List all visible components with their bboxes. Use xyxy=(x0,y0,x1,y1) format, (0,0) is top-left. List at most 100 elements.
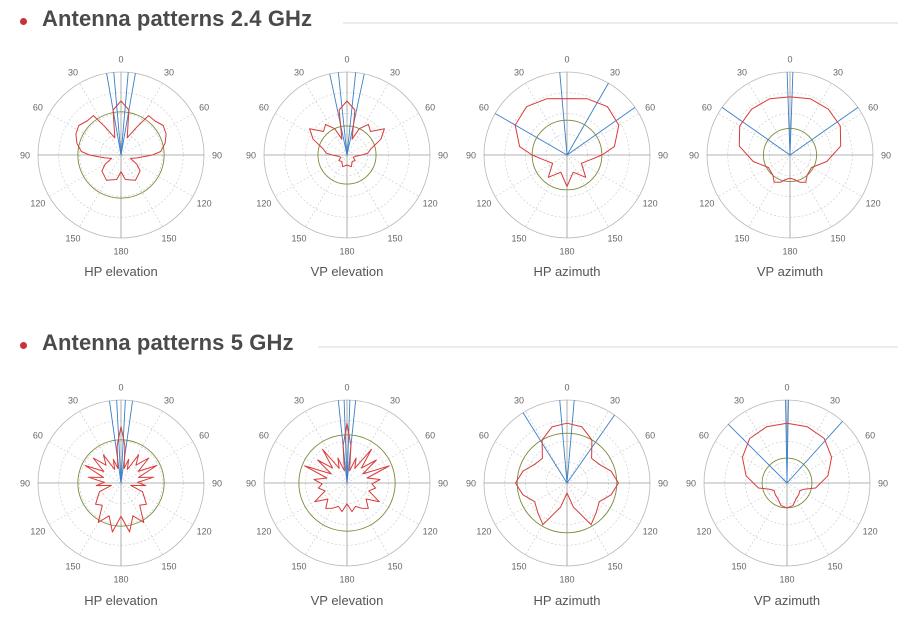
beam-line xyxy=(559,72,568,156)
angle-tick-label: 30 xyxy=(830,395,840,405)
polar-chart-svg: 0 30 60 90 120 150 180 150 120 90 60 30 xyxy=(466,55,668,257)
reference-circle xyxy=(77,111,165,199)
section-title: Antenna patterns 5 GHz xyxy=(42,330,294,355)
polar-chart-svg: 0 30 60 90 120 150 180 150 120 90 60 30 xyxy=(689,55,891,257)
grid-spoke xyxy=(714,482,788,525)
angle-tick-label: 120 xyxy=(423,199,438,209)
beam-line xyxy=(120,72,129,156)
grid-spoke xyxy=(120,482,163,556)
angle-tick-label: 120 xyxy=(476,199,491,209)
reference-circle xyxy=(77,439,165,527)
angle-tick-label: 0 xyxy=(118,383,123,393)
section-title: Antenna patterns 2.4 GHz xyxy=(42,6,313,31)
angle-tick-label: 30 xyxy=(610,395,620,405)
angle-tick-label: 120 xyxy=(696,527,711,537)
beam-line xyxy=(116,400,122,484)
beam-line xyxy=(113,72,122,156)
grid-spoke xyxy=(120,82,163,156)
beam-line xyxy=(346,73,365,156)
angle-tick-label: 120 xyxy=(699,199,714,209)
polar-chart-svg: 0 30 60 90 120 150 180 150 120 90 60 30 xyxy=(20,55,222,257)
beam-line xyxy=(346,400,357,484)
grid-spoke xyxy=(48,482,122,525)
reference-circle xyxy=(762,127,818,183)
grid-spoke xyxy=(494,482,568,525)
grid-spoke xyxy=(346,482,420,525)
polar-plot: 0 30 60 90 120 150 180 150 120 90 60 30 HP azimuth xyxy=(462,378,672,628)
angle-tick-label: 60 xyxy=(199,103,209,113)
grid-spoke xyxy=(525,154,568,228)
pattern-series xyxy=(741,422,833,509)
grid-spoke xyxy=(789,82,832,156)
angle-tick-label: 150 xyxy=(161,234,176,244)
angle-tick-label: 30 xyxy=(294,67,304,77)
angle-tick-label: 120 xyxy=(197,199,212,209)
pattern-series xyxy=(738,96,842,183)
angle-tick-label: 120 xyxy=(866,199,881,209)
grid-spoke xyxy=(789,113,863,156)
plot-label: HP elevation xyxy=(84,593,158,608)
beam-line xyxy=(566,82,609,156)
angle-tick-label: 150 xyxy=(387,562,402,572)
polar-plot: 0 30 60 90 120 150 180 150 120 90 60 30 HP azimuth xyxy=(462,50,672,300)
angle-tick-label: 150 xyxy=(291,562,306,572)
angle-tick-label: 90 xyxy=(20,479,30,489)
angle-tick-label: 60 xyxy=(865,431,875,441)
angle-tick-label: 90 xyxy=(881,151,891,161)
grid-spoke xyxy=(305,82,348,156)
beam-line xyxy=(337,72,348,156)
reference-circle xyxy=(298,434,396,532)
beam-line xyxy=(727,423,788,484)
angle-tick-label: 60 xyxy=(259,431,269,441)
angle-tick-label: 30 xyxy=(68,67,78,77)
polar-plot: 0 30 60 90 120 150 180 150 120 90 60 30 VP azimuth xyxy=(682,378,892,628)
grid-spoke xyxy=(48,441,122,484)
angle-tick-label: 0 xyxy=(344,383,349,393)
angle-tick-label: 60 xyxy=(33,431,43,441)
grid-spoke xyxy=(748,82,791,156)
polar-chart-svg: 0 30 60 90 120 150 180 150 120 90 60 30 xyxy=(20,383,222,585)
angle-tick-label: 30 xyxy=(68,395,78,405)
beam-line xyxy=(786,72,791,156)
grid-spoke xyxy=(120,482,194,525)
angle-tick-label: 30 xyxy=(514,67,524,77)
grid-spoke xyxy=(789,154,832,228)
grid-spoke xyxy=(786,482,860,525)
angle-tick-label: 120 xyxy=(423,527,438,537)
grid-spoke xyxy=(494,154,568,197)
angle-tick-label: 90 xyxy=(438,479,448,489)
angle-tick-label: 150 xyxy=(511,234,526,244)
angle-tick-label: 90 xyxy=(438,151,448,161)
angle-tick-label: 90 xyxy=(212,151,222,161)
pattern-series xyxy=(84,426,158,533)
grid-spoke xyxy=(120,113,194,156)
angle-tick-label: 90 xyxy=(878,479,888,489)
beam-line xyxy=(109,400,122,484)
grid-spoke xyxy=(525,82,568,156)
beam-line xyxy=(343,400,348,484)
pattern-series xyxy=(309,100,385,168)
bullet-icon xyxy=(20,342,27,349)
angle-tick-label: 30 xyxy=(737,67,747,77)
angle-tick-label: 150 xyxy=(827,562,842,572)
angle-tick-label: 120 xyxy=(30,527,45,537)
bullet-icon xyxy=(20,18,27,25)
angle-tick-label: 30 xyxy=(390,67,400,77)
beam-line xyxy=(566,400,575,484)
beam-line xyxy=(329,73,348,156)
reference-circle xyxy=(317,125,377,185)
angle-tick-label: 30 xyxy=(164,395,174,405)
grid-spoke xyxy=(566,113,640,156)
section-header: Antenna patterns 5 GHz xyxy=(18,330,898,360)
polar-chart-svg: 0 30 60 90 120 150 180 150 120 90 60 30 xyxy=(246,383,448,585)
angle-tick-label: 120 xyxy=(863,527,878,537)
angle-tick-label: 90 xyxy=(658,479,668,489)
beam-line xyxy=(785,400,788,484)
angle-tick-label: 180 xyxy=(339,575,354,585)
angle-tick-label: 90 xyxy=(689,151,699,161)
polar-chart-svg: 0 30 60 90 120 150 180 150 120 90 60 30 xyxy=(466,383,668,585)
grid-spoke xyxy=(789,154,863,197)
angle-tick-label: 30 xyxy=(833,67,843,77)
grid-spoke xyxy=(346,441,420,484)
beam-line xyxy=(566,414,615,484)
